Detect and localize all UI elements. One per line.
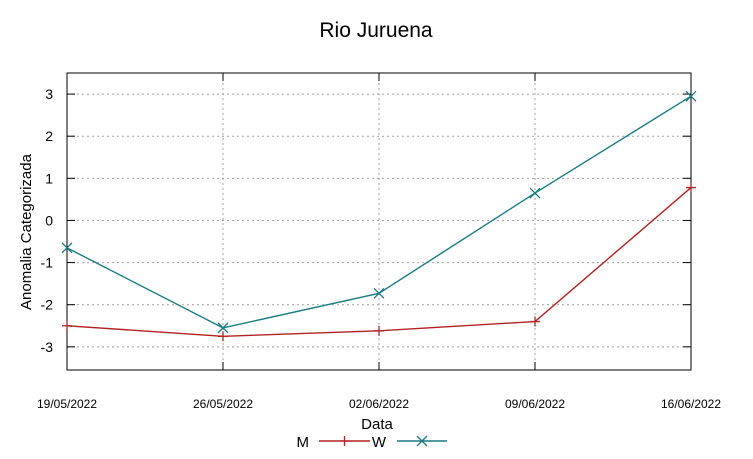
series-m-point xyxy=(218,331,228,342)
legend-marker-m xyxy=(339,436,350,446)
series-w-point xyxy=(217,322,229,334)
x-tick-label: 16/06/2022 xyxy=(661,397,721,411)
series-m-point xyxy=(374,325,384,336)
series-w-point xyxy=(373,287,385,299)
series-w-point xyxy=(685,90,697,102)
series-w-point xyxy=(529,187,541,199)
legend-label-m: M xyxy=(297,434,310,451)
y-tick-label: 3 xyxy=(45,86,53,102)
plot-frame xyxy=(66,72,692,371)
y-tick-label: 1 xyxy=(45,170,53,186)
x-tick-label: 26/05/2022 xyxy=(193,397,253,411)
y-tick-label: 2 xyxy=(45,128,53,144)
series-m-point xyxy=(686,182,696,193)
grid-lines xyxy=(67,73,691,370)
axes: 3 2 1 0 -1 -2 -3 19/05/2022 26/05/2022 02/06/2022… xyxy=(37,72,721,411)
x-axis-label: Data xyxy=(361,416,393,433)
x-tick-label: 02/06/2022 xyxy=(349,397,409,411)
series-group xyxy=(61,90,697,342)
y-tick-label: -3 xyxy=(41,339,54,355)
y-tick-label: -2 xyxy=(41,297,54,313)
y-axis-label: Anomalia Categorizada xyxy=(18,153,35,310)
x-tick-label: 19/05/2022 xyxy=(37,397,97,411)
y-tick-label: -1 xyxy=(41,255,54,271)
series-m-point xyxy=(62,320,72,331)
legend-label-w: W xyxy=(372,434,387,451)
x-tick-label: 09/06/2022 xyxy=(505,397,565,411)
chart-title: Rio Juruena xyxy=(319,19,433,42)
y-tick-label: 0 xyxy=(45,212,53,228)
series-m-point xyxy=(530,316,540,327)
legend-marker-w xyxy=(416,435,428,447)
series-w-point xyxy=(61,242,73,254)
